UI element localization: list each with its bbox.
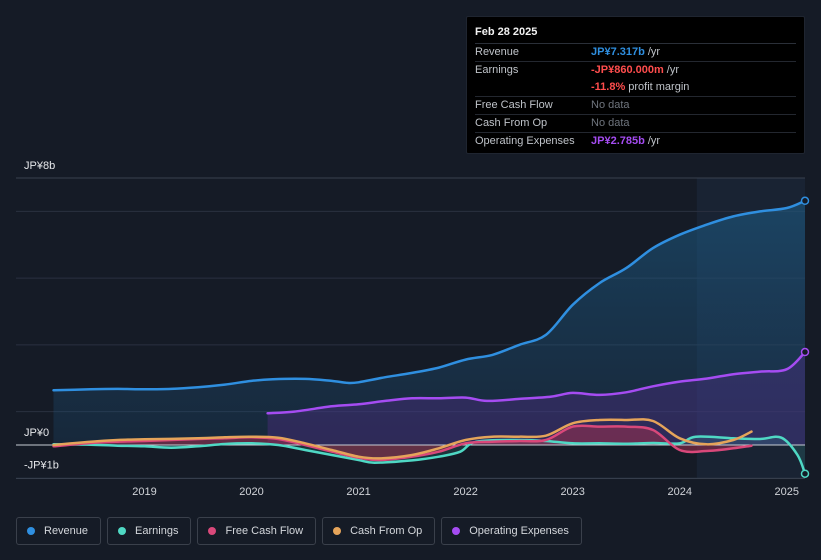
tooltip-fcf-value: No data [591, 99, 630, 111]
tooltip-row-earnings: Earnings -JP¥860.000m/yr [475, 62, 796, 79]
cfo-dot-icon [333, 527, 342, 535]
revenue-line [52, 199, 807, 392]
opex-end-dot [800, 347, 810, 357]
legend-item-revenue[interactable]: Revenue [16, 517, 102, 545]
x-tick-label: 2022 [453, 486, 477, 498]
earnings-dot-icon [118, 527, 127, 535]
x-tick-label: 2025 [775, 486, 799, 498]
legend-item-fcf[interactable]: Free Cash Flow [197, 517, 317, 545]
legend-cfo-label: Cash From Op [350, 525, 423, 537]
cfo-line [52, 418, 753, 460]
x-tick-label: 2024 [668, 486, 692, 498]
legend-opex-label: Operating Expenses [469, 525, 569, 537]
x-tick-label: 2021 [346, 486, 370, 498]
tooltip-row-cfo: Cash From Op No data [475, 115, 796, 133]
tooltip-cfo-value: No data [591, 117, 630, 129]
revenue-dot-icon [27, 527, 35, 535]
earnings-line [52, 435, 807, 475]
x-tick-label: 2020 [239, 486, 263, 498]
tooltip-revenue-unit: /yr [647, 46, 661, 58]
tooltip-earnings-label: Earnings [475, 64, 519, 76]
tooltip-row-fcf: Free Cash Flow No data [475, 97, 796, 115]
x-tick-label: 2019 [132, 486, 156, 498]
revenue-area [53, 200, 805, 445]
tooltip-margin-unit: profit margin [628, 81, 690, 93]
earnings-end-dot [800, 469, 810, 478]
tooltip-fcf-label: Free Cash Flow [475, 99, 553, 111]
y-tick-label: JP¥0 [24, 427, 49, 439]
tooltip: Feb 28 2025 Revenue JP¥7.317b/yr Earning… [466, 16, 805, 154]
legend-item-earnings[interactable]: Earnings [107, 517, 192, 545]
tooltip-opex-label: Operating Expenses [475, 135, 575, 147]
y-tick-label: -JP¥1b [24, 459, 59, 471]
fcf-area [53, 425, 752, 461]
tooltip-row-revenue: Revenue JP¥7.317b/yr [475, 44, 796, 62]
legend: Revenue Earnings Free Cash Flow Cash Fro… [16, 517, 582, 545]
tooltip-opex-value: JP¥2.785b [591, 135, 645, 147]
legend-earnings-label: Earnings [135, 525, 179, 537]
tooltip-earnings-value: -JP¥860.000m [591, 64, 664, 76]
tooltip-date: Feb 28 2025 [475, 25, 796, 44]
tooltip-opex-unit: /yr [647, 135, 661, 147]
tooltip-earnings-unit: /yr [666, 64, 680, 76]
tooltip-cfo-label: Cash From Op [475, 117, 548, 129]
legend-item-cfo[interactable]: Cash From Op [322, 517, 436, 545]
x-tick-label: 2023 [560, 486, 584, 498]
tooltip-row-opex: Operating Expenses JP¥2.785b/yr [475, 133, 796, 150]
legend-revenue-label: Revenue [44, 525, 89, 537]
y-tick-label: JP¥8b [24, 160, 55, 172]
opex-dot-icon [452, 527, 461, 535]
fcf-dot-icon [208, 527, 217, 535]
revenue-end-dot [800, 196, 810, 206]
legend-fcf-label: Free Cash Flow [225, 525, 304, 537]
tooltip-margin-value: -11.8% [591, 81, 626, 93]
tooltip-revenue-label: Revenue [475, 46, 520, 58]
tooltip-row-margin: -11.8% profit margin [475, 79, 796, 97]
legend-item-opex[interactable]: Operating Expenses [441, 517, 582, 545]
opex-line [266, 350, 807, 415]
tooltip-revenue-value: JP¥7.317b [591, 46, 645, 58]
